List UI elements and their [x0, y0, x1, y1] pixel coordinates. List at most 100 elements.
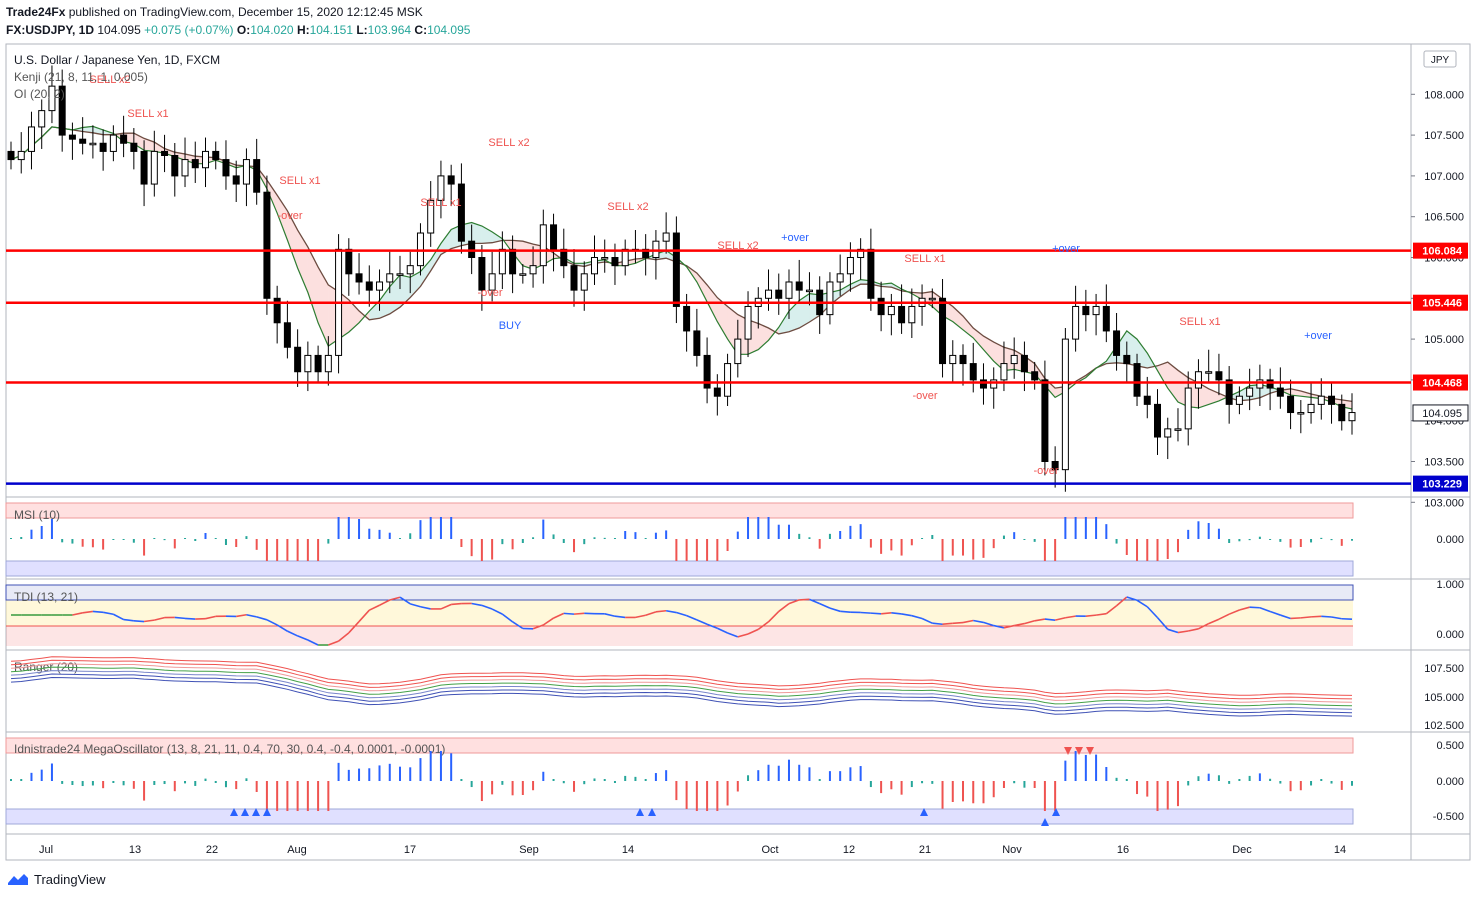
candle-body [171, 155, 179, 177]
msi-bar [1146, 539, 1149, 561]
osc-bar [1310, 781, 1313, 786]
msi-bar [593, 537, 596, 539]
osc-bar [1197, 776, 1200, 781]
candle-body [662, 232, 670, 242]
osc-title: Idnistrade24 MegaOscillator (13, 8, 21, … [14, 742, 445, 756]
level-tag [1413, 374, 1468, 391]
msi-bar [818, 539, 821, 549]
tdi-line-segment [82, 610, 93, 614]
tdi-line-segment [338, 632, 350, 642]
osc-bar [562, 781, 565, 784]
osc-buy-marker [920, 808, 928, 816]
msi-bar [214, 538, 217, 539]
msi-bar [1351, 539, 1353, 541]
msi-bar [1105, 524, 1108, 539]
osc-bar [1217, 775, 1220, 781]
ranger-band-line [10, 659, 1353, 700]
symbol-info: FX:USDJPY, 1D 104.095 +0.075 (+0.07%) O:… [6, 23, 470, 37]
candle-body [263, 191, 271, 299]
osc-bar [972, 781, 975, 804]
osc-bar [306, 781, 309, 811]
price-tick-label: 103.500 [1424, 457, 1464, 469]
msi-bar [112, 539, 115, 540]
time-tick-label: 14 [622, 844, 634, 856]
osc-tick-label: 0.500 [1436, 740, 1464, 752]
osc-bar [214, 781, 217, 783]
msi-bar [521, 539, 524, 543]
osc-bar [204, 778, 207, 781]
kenji-cloud-segment [840, 284, 851, 297]
ranger-band-line [10, 656, 1353, 696]
tdi-line-segment [287, 630, 298, 637]
msi-bar [40, 526, 43, 539]
tdi-line-segment [604, 613, 616, 618]
osc-bar [941, 781, 944, 809]
osc-tick-label: 0.000 [1436, 776, 1464, 788]
tdi-line-segment [635, 614, 646, 619]
tdi-line-segment [778, 603, 790, 613]
tradingview-logo[interactable]: TradingView [6, 871, 106, 887]
tdi-line-segment [819, 602, 831, 609]
candle-body [1010, 354, 1018, 365]
msi-bar [695, 539, 698, 561]
last-price-label: 104.095 [1422, 408, 1462, 420]
candle-body [1297, 412, 1305, 415]
candle-body [1194, 371, 1202, 389]
level-tag [1413, 242, 1468, 259]
msi-bar [1054, 539, 1057, 561]
osc-bar [706, 781, 709, 811]
candle-body [130, 142, 138, 152]
osc-bar [143, 781, 146, 801]
osc-bar [603, 779, 606, 781]
level-tag-label: 106.084 [1422, 246, 1463, 258]
osc-bar [828, 771, 831, 781]
msi-bar [992, 539, 995, 549]
tdi-line-segment [767, 610, 780, 623]
msi-bar [1330, 539, 1333, 541]
candle-body [161, 150, 169, 156]
msi-bar [276, 539, 279, 561]
tdi-line-segment [491, 608, 503, 615]
author-name[interactable]: Trade24Fx [6, 5, 66, 19]
osc-bar [276, 781, 279, 811]
osc-bar [777, 765, 780, 781]
osc-bar [61, 781, 64, 784]
osc-bar [224, 781, 227, 788]
osc-bar [429, 751, 432, 781]
osc-bar [235, 781, 238, 790]
osc-bar [613, 781, 616, 783]
kenji-cloud-segment [154, 142, 165, 154]
osc-buy-marker [648, 808, 656, 816]
signal-label: SELL x1 [127, 108, 168, 120]
kenji-cloud-segment [963, 316, 974, 338]
msi-bar [1023, 539, 1026, 540]
osc-bar [173, 781, 176, 792]
msi-bar [941, 539, 944, 561]
tdi-line-segment [1003, 624, 1015, 629]
msi-bar [1340, 539, 1343, 546]
msi-bar [890, 539, 893, 551]
tdi-line-segment [348, 621, 360, 634]
candle-body [273, 297, 281, 324]
currency-label: JPY [1431, 55, 1450, 66]
tdi-line-segment [901, 613, 912, 617]
tdi-line-segment [1014, 622, 1025, 627]
tdi-low-zone [6, 626, 1353, 646]
osc-bar [327, 781, 330, 811]
osc-bar [388, 763, 391, 781]
candle-body [355, 273, 363, 283]
candle-body [478, 257, 486, 291]
osc-bar [849, 767, 852, 781]
kenji-cloud-segment [1300, 391, 1312, 398]
tdi-line-segment [696, 619, 708, 626]
msi-bar [163, 539, 166, 541]
candle-body [1348, 412, 1356, 422]
osc-bar [1238, 779, 1241, 781]
tdi-line-segment [236, 613, 247, 618]
candle-body [396, 273, 404, 276]
price-tick-label: 103.000 [1424, 497, 1464, 509]
candle-body [509, 248, 517, 275]
tdi-line-segment [921, 617, 933, 624]
msi-bar [398, 538, 401, 539]
